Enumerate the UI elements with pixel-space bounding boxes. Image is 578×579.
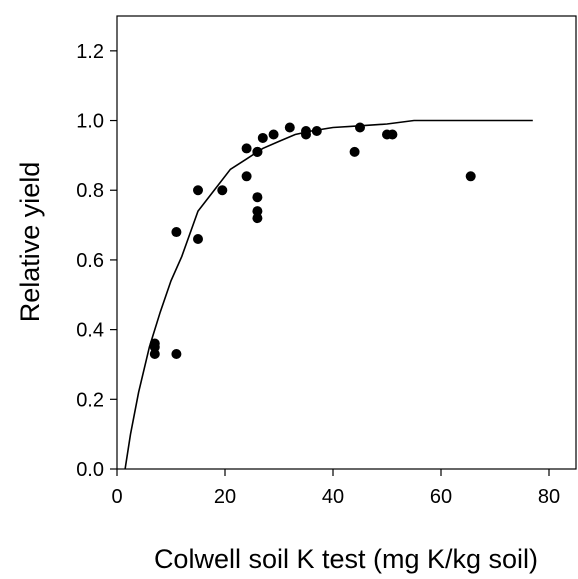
data-point <box>257 132 268 143</box>
data-point <box>193 185 203 196</box>
y-tick-label: 0.8 <box>76 180 104 202</box>
data-point <box>301 129 311 140</box>
y-tick-label: 1.2 <box>76 41 104 63</box>
x-tick-label: 0 <box>111 486 122 508</box>
data-point <box>171 227 182 238</box>
data-point <box>252 192 263 203</box>
data-point <box>193 234 203 245</box>
data-point <box>252 146 263 157</box>
data-point <box>149 349 160 360</box>
tick-labels: 0 20 40 60 80 0.0 0.2 0.4 0.6 0.8 1.0 1.2 <box>76 41 560 508</box>
x-tick-label: 80 <box>538 486 560 508</box>
fitted-curve <box>124 119 533 470</box>
data-point <box>284 122 295 133</box>
data-point <box>349 146 360 157</box>
y-axis-title: Relative yield <box>15 162 45 323</box>
data-point <box>241 143 252 154</box>
data-point <box>171 349 182 360</box>
data-point <box>355 122 365 133</box>
data-point <box>149 342 160 353</box>
data-point <box>217 185 228 196</box>
x-tick-label: 60 <box>430 486 452 508</box>
data-point <box>465 171 476 182</box>
y-tick-label: 0.4 <box>76 320 104 342</box>
data-points <box>149 122 476 360</box>
x-tick-label: 40 <box>322 486 344 508</box>
plot-border <box>116 15 577 470</box>
data-point <box>387 129 398 140</box>
x-axis-title: Colwell soil K test (mg K/kg soil) <box>154 544 538 574</box>
x-tick-label: 20 <box>214 486 236 508</box>
data-point <box>252 206 263 217</box>
data-point <box>268 129 279 140</box>
data-point <box>311 125 322 136</box>
y-tick-label: 1.0 <box>76 111 104 133</box>
plot-frame <box>116 15 577 470</box>
y-tick-label: 0.0 <box>76 459 104 481</box>
axis-ticks <box>110 50 550 476</box>
data-point <box>241 171 252 182</box>
data-point <box>252 213 263 224</box>
y-tick-label: 0.6 <box>76 250 104 272</box>
y-tick-label: 0.2 <box>76 389 104 411</box>
